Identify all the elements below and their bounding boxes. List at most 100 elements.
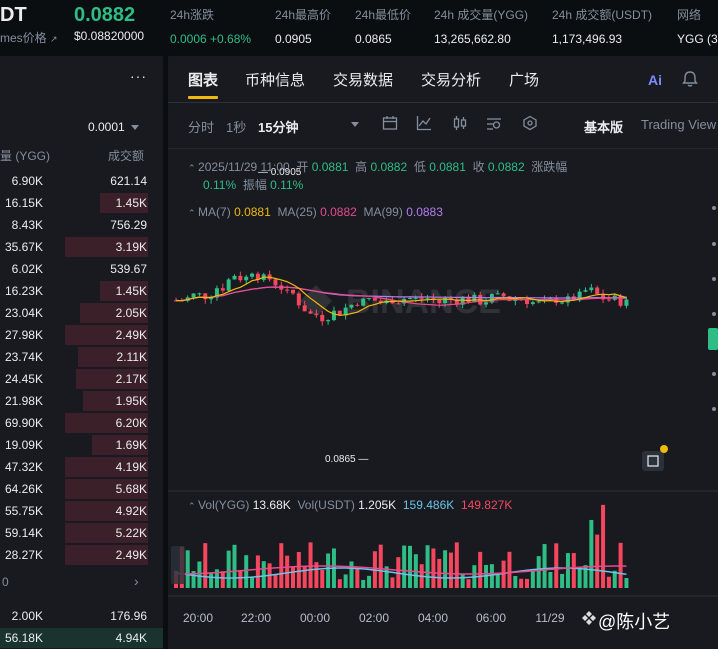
ask-row[interactable]: 8.43K 756.29 [0,214,163,236]
candle-body [343,307,348,316]
volume-bar [261,561,266,588]
candle-body [606,299,611,301]
interval-15m[interactable]: 15分钟 [258,120,299,135]
candle-body [618,295,623,306]
time-axis: 20:00 22:00 00:00 02:00 04:00 06:00 11/29 [183,611,565,625]
candle-body [495,293,500,295]
ask-row[interactable]: 47.32K 4.19K [0,456,163,478]
indicator-icon[interactable] [416,115,432,131]
depth-bar [78,347,148,367]
ask-row[interactable]: 24.45K 2.17K [0,368,163,390]
precision-select[interactable]: 0.0001 [88,120,139,134]
tab-trade-analysis[interactable]: 交易分析 [421,72,482,89]
ticker-bar: DT mes价格 ↗ 0.0882 $0.08820000 24h涨跌 0.00… [0,0,718,54]
interval-timeline[interactable]: 分时 [188,120,215,135]
ask-row[interactable]: 23.74K 2.11K [0,346,163,368]
candle-body [408,297,412,299]
mid-price-row[interactable]: 0 › [2,573,139,589]
volume-bar [296,551,301,588]
ask-row[interactable]: 64.26K 5.68K [0,478,163,500]
volume-bar [355,568,360,588]
tabs-divider [168,102,718,103]
volume-bar [612,570,617,588]
author-watermark: @陈小艺 [598,612,671,632]
chevron-down-icon [130,125,139,131]
bid-row[interactable]: 56.18K 4.94K [0,627,163,649]
bell-icon[interactable] [682,70,698,88]
ask-qty: 8.43K [11,218,43,232]
volume-bar [507,551,512,588]
ask-row[interactable]: 16.23K 1.45K [0,280,163,302]
ask-row[interactable]: 59.14K 5.22K [0,522,163,544]
candle-body [454,299,459,305]
interval-1s[interactable]: 1秒 [226,120,247,135]
symbol-subname: mes价格 ↗ [0,31,58,45]
volume-scroll-handle[interactable] [171,546,185,584]
candle-body [472,294,477,303]
ask-qty: 24.45K [4,372,43,386]
ask-row[interactable]: 27.98K 2.49K [0,324,163,346]
candle-type-icon[interactable] [452,115,468,131]
depth-bar [65,545,148,565]
symbol-name[interactable]: DT [0,4,27,26]
volume-bar [302,566,307,588]
ask-row[interactable]: 23.04K 2.05K [0,302,163,324]
volume-bar [326,553,331,588]
ask-qty: 19.09K [4,438,43,452]
ask-row[interactable]: 69.90K 6.20K [0,412,163,434]
chart-toolbar: 分时 1秒 15分钟 基本版 Trading View [168,104,718,144]
candle-body [331,310,336,321]
kline-chart[interactable]: BINANCE — 0.0905 0.0865 — [168,148,718,649]
volume-bar [390,577,395,588]
candle-body [448,297,453,300]
ask-row[interactable]: 55.75K 4.92K [0,500,163,522]
orderbook-menu-icon[interactable]: ··· [130,68,147,84]
volume-bar [232,544,237,588]
volume-bar [250,576,255,588]
stat-network[interactable]: 网络 YGG (3 [677,8,718,46]
ask-row[interactable]: 21.98K 1.95K [0,390,163,412]
mode-basic[interactable]: 基本版 [584,120,624,135]
volume-legend[interactable]: ⌃ Vol(YGG) 13.68K Vol(USDT) 1.205K 159.4… [188,498,513,512]
time-label: 02:00 [359,611,389,625]
volume-bar [244,555,249,588]
settings-sliders-icon[interactable] [486,115,502,131]
bid-row[interactable]: 2.00K 176.96 [0,605,163,627]
ask-row[interactable]: 19.09K 1.69K [0,434,163,456]
ask-row[interactable]: 6.02K 539.67 [0,258,163,280]
ai-button[interactable]: Ai [648,72,662,88]
candle-body [601,293,606,300]
interval-dropdown-icon[interactable] [350,121,360,129]
volume-bar [279,543,284,588]
candle-body [250,273,255,277]
ask-row[interactable]: 16.15K 1.45K [0,192,163,214]
ask-row[interactable]: 35.67K 3.19K [0,236,163,258]
volume-bar [209,572,214,588]
candle-body [197,293,202,295]
tab-square[interactable]: 广场 [509,72,540,89]
tab-chart[interactable]: 图表 [188,72,219,89]
ask-total: 2.17K [115,372,147,386]
volume-bar [478,551,483,588]
time-label: 00:00 [300,611,330,625]
candle-body [361,298,366,306]
last-price: 0.0882 [74,4,136,26]
tab-coin-info[interactable]: 币种信息 [245,72,306,89]
ask-row[interactable]: 28.27K 2.49K [0,544,163,566]
candle-body [460,296,465,305]
tab-trade-data[interactable]: 交易数据 [333,72,394,89]
ma-legend[interactable]: ⌃ MA(7) 0.0881 MA(25) 0.0882 MA(99) 0.08… [188,205,443,219]
ask-qty: 28.27K [4,548,43,562]
mode-tradingview[interactable]: Trading View [641,117,717,132]
ask-total: 1.45K [115,284,147,298]
volume-bar [197,561,202,588]
latest-badge-icon[interactable] [642,445,668,471]
ask-total: 5.68K [115,482,147,496]
calendar-icon[interactable] [382,115,398,131]
ask-row[interactable]: 6.90K 621.14 [0,170,163,192]
depth-bar [65,413,148,433]
depth-bar [65,523,148,543]
hexagon-settings-icon[interactable] [522,115,538,131]
ask-qty: 27.98K [4,328,43,342]
kline-svg[interactable]: BINANCE — 0.0905 0.0865 — [168,148,718,649]
